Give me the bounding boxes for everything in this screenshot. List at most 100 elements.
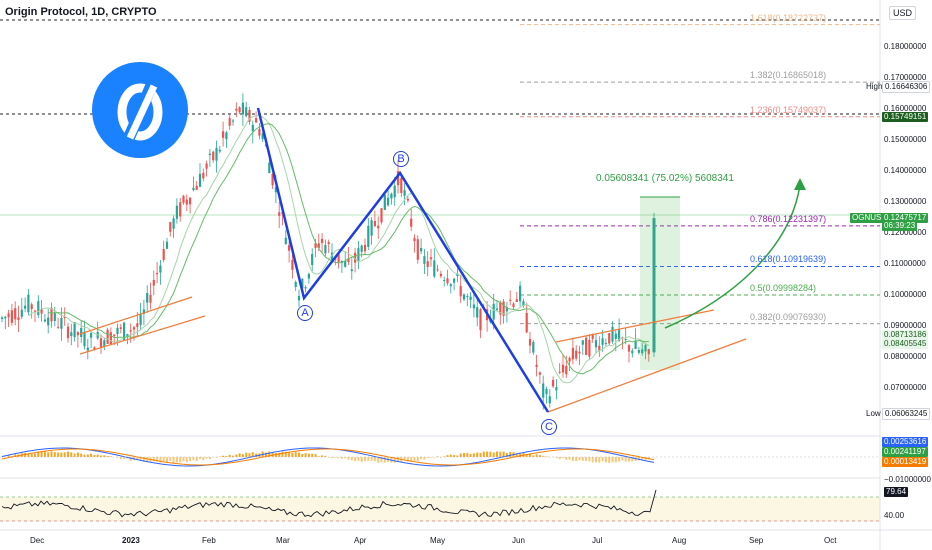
- macd-histogram-bar: [449, 454, 452, 457]
- wave-abc-line: [256, 107, 550, 413]
- time-tick: Dec: [30, 536, 45, 545]
- candle: [535, 364, 538, 367]
- macd-histogram-bar: [70, 452, 73, 457]
- fib-level-label: 1.236(0.15749037): [750, 104, 827, 115]
- macd-histogram-bar: [156, 457, 159, 462]
- macd-histogram-bar: [406, 457, 409, 462]
- macd-histogram-bar: [182, 457, 185, 462]
- candle: [43, 319, 46, 322]
- candle: [60, 317, 63, 329]
- macd-histogram-bar: [109, 456, 112, 457]
- macd-histogram-bar: [604, 457, 607, 463]
- macd-histogram-bar: [469, 453, 472, 457]
- candle: [17, 317, 20, 321]
- candle: [70, 332, 73, 337]
- macd-histogram-bar: [232, 455, 234, 457]
- time-tick: Feb: [202, 536, 216, 545]
- candle: [433, 260, 436, 277]
- candle: [291, 260, 294, 270]
- candle: [383, 194, 386, 210]
- candle: [634, 340, 637, 349]
- macd-histogram-bar: [331, 457, 333, 459]
- candle: [274, 187, 277, 193]
- macd-histogram-bar: [373, 457, 376, 462]
- macd-histogram-bar: [334, 457, 337, 458]
- candle: [581, 340, 584, 345]
- macd-histogram-bar: [350, 457, 353, 461]
- candle: [284, 237, 287, 245]
- candle: [502, 301, 505, 316]
- macd-histogram-bar: [472, 453, 475, 457]
- macd-histogram-bar: [456, 455, 459, 457]
- candle: [354, 252, 357, 263]
- macd-histogram-bar: [199, 457, 201, 459]
- candle: [255, 118, 258, 123]
- candle: [608, 333, 611, 344]
- time-tick: Jun: [512, 536, 525, 545]
- candle: [297, 295, 301, 301]
- macd-histogram-bar: [486, 451, 489, 457]
- candle: [462, 294, 466, 300]
- macd-histogram-bar: [463, 452, 465, 457]
- candle: [278, 212, 281, 216]
- candle: [406, 198, 409, 201]
- macd-histogram-bar: [641, 457, 644, 460]
- price-label: 0.15749151: [882, 111, 929, 122]
- candle: [175, 205, 178, 219]
- candle: [307, 273, 310, 279]
- candle: [363, 244, 367, 252]
- wave-b-marker: B: [393, 151, 409, 167]
- macd-histogram-bar: [499, 451, 502, 457]
- macd-histogram-bar: [162, 457, 165, 462]
- candle: [228, 118, 231, 126]
- candle: [426, 261, 429, 268]
- candle: [519, 285, 522, 302]
- macd-histogram-bar: [403, 457, 406, 461]
- macd-histogram-bar: [129, 457, 132, 461]
- candle: [558, 371, 561, 373]
- ma-slow-line: [48, 123, 649, 375]
- candle: [413, 238, 416, 242]
- rsi-tick: 40.00: [884, 511, 905, 520]
- candle: [294, 281, 297, 287]
- candle: [156, 272, 159, 275]
- macd-histogram-bar: [439, 457, 442, 458]
- macd-histogram-bar: [192, 457, 195, 461]
- candle: [403, 190, 406, 196]
- candle: [314, 243, 317, 249]
- candle: [218, 149, 221, 152]
- candle: [215, 147, 218, 161]
- trendline-dec-upper: [79, 296, 193, 335]
- candle: [109, 332, 112, 344]
- price-tick: 0.11000000: [884, 259, 926, 268]
- fib-level-label: 0.618(0.10919639): [750, 254, 827, 265]
- candle: [185, 199, 188, 205]
- rsi-band: [0, 497, 880, 521]
- price-tick: 0.12000000: [884, 228, 927, 237]
- macd-value-label: 0.00013419: [882, 457, 929, 467]
- macd-histogram-bar: [96, 454, 99, 457]
- candle: [321, 238, 324, 243]
- candle: [57, 326, 60, 328]
- candle: [393, 185, 396, 198]
- macd-histogram-bar: [423, 457, 426, 460]
- candle: [330, 252, 334, 261]
- macd-histogram-bar: [63, 452, 66, 457]
- candle: [396, 171, 400, 186]
- currency-button[interactable]: USD: [889, 6, 917, 20]
- ma-fast-line: [28, 114, 650, 384]
- price-tick: 0.08000000: [884, 352, 927, 361]
- candle: [192, 187, 195, 190]
- macd-histogram-bar: [453, 455, 456, 457]
- macd-histogram-bar: [581, 457, 584, 461]
- candle: [499, 302, 502, 315]
- macd-histogram-bar: [245, 452, 248, 457]
- candle: [0, 317, 4, 319]
- candle: [456, 273, 459, 276]
- fib-level-label: 1.382(0.16865018): [750, 70, 827, 81]
- candle: [598, 345, 601, 351]
- macd-histogram-bar: [558, 457, 561, 460]
- macd-histogram-bar: [304, 453, 307, 457]
- price-tick: 0.07000000: [884, 383, 927, 392]
- candle: [611, 326, 614, 342]
